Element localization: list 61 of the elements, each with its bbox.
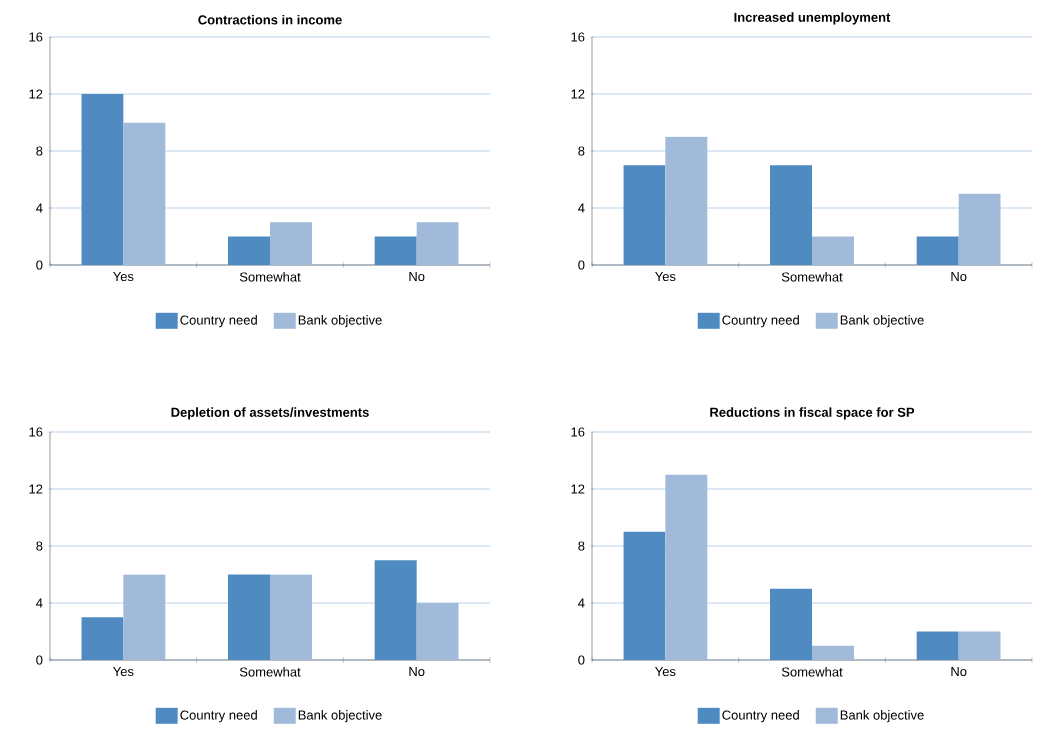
y-tick-label: 0 [36, 260, 43, 270]
bar [123, 122, 166, 265]
bar [958, 631, 1001, 661]
y-tick-label: 4 [578, 598, 585, 608]
x-tick-label: No [409, 272, 425, 282]
bar [416, 222, 459, 265]
bar [270, 222, 312, 265]
bar [665, 474, 708, 661]
y-tick-label: 8 [578, 146, 585, 156]
x-tick-label: Somewhat [781, 667, 843, 677]
y-tick-label: 16 [29, 427, 43, 437]
y-tick-label: 8 [36, 146, 43, 156]
x-tick-label: Yes [113, 272, 134, 282]
bar [228, 236, 270, 265]
x-tick-label: Yes [655, 667, 676, 677]
bar [374, 236, 417, 265]
y-tick-label: 4 [36, 203, 43, 213]
legend-label: Country need [722, 315, 799, 328]
x-tick-label: Somewhat [239, 272, 301, 282]
y-tick-label: 4 [36, 598, 43, 608]
y-tick-label: 0 [36, 655, 43, 665]
legend-label: Bank objective [298, 315, 382, 328]
x-tick-label: Somewhat [239, 667, 301, 677]
y-tick-label: 8 [36, 541, 43, 551]
bar [958, 193, 1001, 265]
y-tick-label: 12 [571, 89, 585, 99]
y-tick-label: 12 [29, 484, 43, 494]
legend-label: Country need [180, 315, 257, 328]
chart-title: Increased unemployment [734, 12, 891, 25]
bar [916, 631, 959, 661]
y-tick-label: 0 [578, 260, 585, 270]
legend-label: Country need [722, 710, 799, 723]
legend-label: Bank objective [840, 710, 924, 723]
x-tick-label: Yes [113, 667, 134, 677]
y-tick-label: 12 [29, 89, 43, 99]
chart-title: Depletion of assets/investments [171, 407, 369, 420]
chart-title: Contractions in income [198, 14, 342, 25]
bar [81, 617, 124, 661]
y-tick-label: 8 [578, 541, 585, 551]
legend-label: Bank objective [840, 315, 924, 328]
y-tick-label: 16 [571, 32, 585, 42]
bar [812, 645, 855, 661]
legend-label: Bank objective [298, 710, 382, 723]
bar [416, 603, 459, 661]
x-tick-label: Yes [655, 272, 676, 282]
y-tick-label: 0 [578, 655, 585, 665]
bar [665, 136, 708, 265]
x-tick-label: No [951, 667, 967, 677]
y-tick-label: 16 [29, 32, 43, 42]
y-tick-label: 4 [578, 203, 585, 213]
x-tick-label: No [951, 272, 967, 282]
bar [123, 574, 166, 661]
x-tick-label: No [409, 667, 425, 677]
y-tick-label: 16 [571, 427, 585, 437]
legend-label: Country need [180, 710, 257, 723]
chart-title: Reductions in fiscal space for SP [710, 407, 915, 420]
bar [916, 236, 959, 265]
x-tick-label: Somewhat [781, 272, 843, 282]
y-tick-label: 12 [571, 484, 585, 494]
bar [812, 236, 855, 265]
bar [270, 574, 312, 661]
